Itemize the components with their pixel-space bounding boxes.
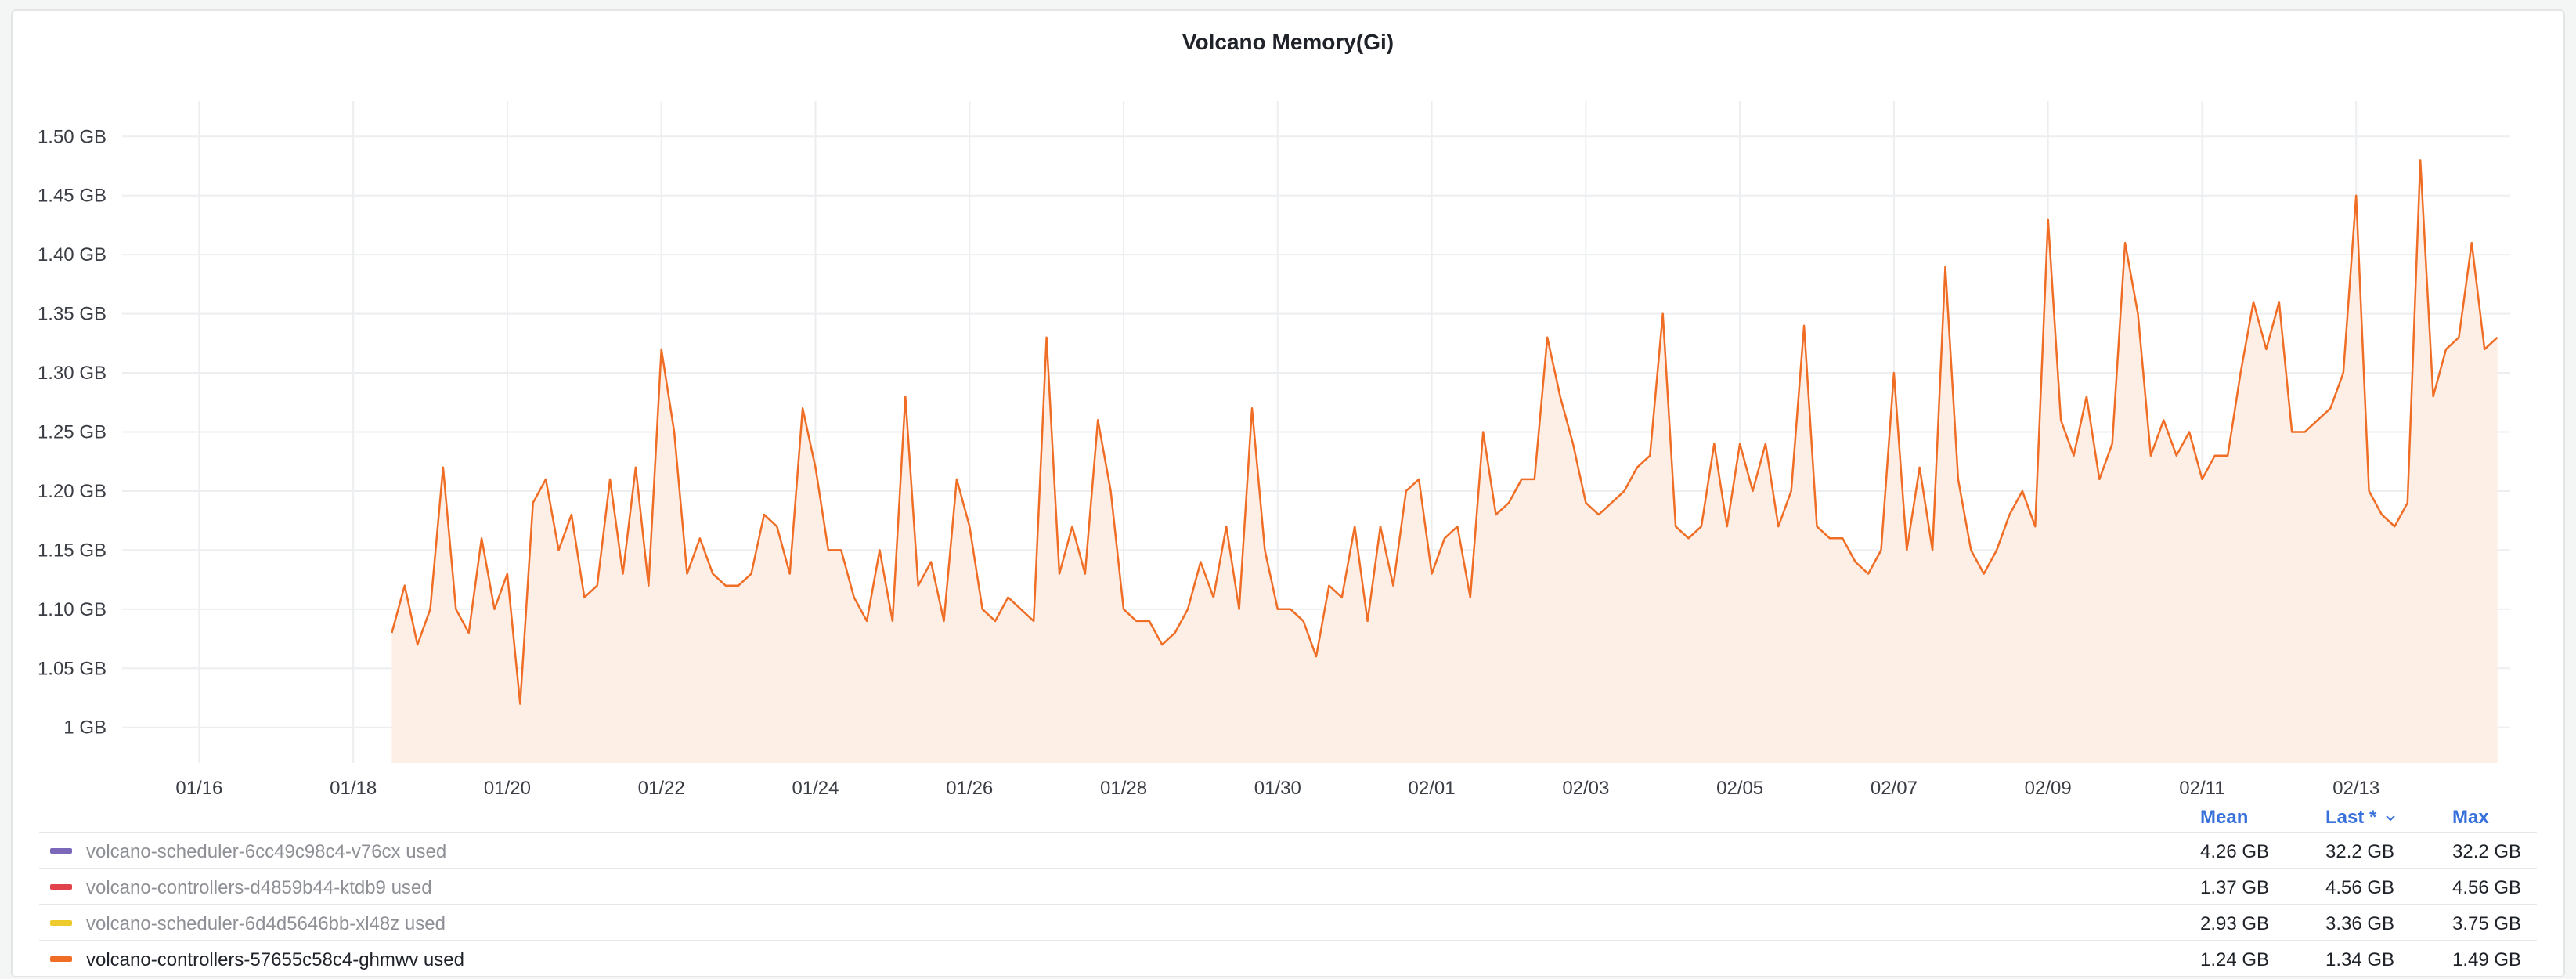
x-tick-label: 02/01 <box>1409 778 1456 794</box>
legend-header-mean[interactable]: Mean <box>2200 807 2249 828</box>
x-tick-label: 01/28 <box>1100 778 1147 794</box>
graph-panel: Volcano Memory(Gi) 1 GB 1.05 GB 1.10 GB 1.1… <box>11 9 2565 977</box>
x-tick-label: 01/30 <box>1254 778 1301 794</box>
series-last: 1.34 GB <box>2325 949 2395 970</box>
series-mean: 2.93 GB <box>2200 913 2270 934</box>
chevron-down-icon <box>2386 815 2395 822</box>
legend-row-3[interactable]: volcano-controllers-57655c58c4-ghmwv use… <box>39 941 2537 977</box>
x-tick-label: 02/13 <box>2332 778 2379 794</box>
legend-header-max[interactable]: Max <box>2452 807 2489 828</box>
series-max: 3.75 GB <box>2452 913 2522 934</box>
series-color-swatch[interactable] <box>50 956 72 962</box>
y-tick-label: 1.35 GB <box>38 304 106 325</box>
series-area-fill-0 <box>391 160 2498 763</box>
y-tick-label: 1.30 GB <box>38 363 106 384</box>
series-last: 3.36 GB <box>2325 913 2395 934</box>
series-max: 4.56 GB <box>2452 877 2522 898</box>
panel-title: Volcano Memory(Gi) <box>1182 30 1394 54</box>
legend-row-1[interactable]: volcano-controllers-d4859b44-ktdb9 used … <box>39 869 2537 905</box>
legend-header: Mean Last * Max <box>39 800 2537 833</box>
y-tick-label: 1.15 GB <box>38 540 106 561</box>
series-name[interactable]: volcano-scheduler-6d4d5646bb-xl48z used <box>86 913 446 934</box>
legend-header-last[interactable]: Last * <box>2325 807 2396 829</box>
series-color-swatch[interactable] <box>50 920 72 926</box>
y-tick-label: 1.45 GB <box>38 186 106 207</box>
y-axis-ticks: 1 GB 1.05 GB 1.10 GB 1.15 GB 1.20 GB 1.25 GB 1… <box>38 126 106 738</box>
x-tick-label: 01/18 <box>330 778 377 794</box>
x-axis-ticks: 01/16 01/18 01/20 01/22 01/24 01/26 01/28 01/30… <box>175 778 2379 794</box>
legend-row-0[interactable]: volcano-scheduler-6cc49c98c4-v76cx used … <box>39 833 2537 869</box>
series-mean: 1.24 GB <box>2200 949 2270 970</box>
y-tick-label: 1.05 GB <box>38 658 106 679</box>
x-tick-label: 02/03 <box>1562 778 1609 794</box>
y-tick-label: 1.20 GB <box>38 481 106 502</box>
legend-row-2[interactable]: volcano-scheduler-6d4d5646bb-xl48z used … <box>39 905 2537 941</box>
y-tick-label: 1.25 GB <box>38 422 106 443</box>
series-mean: 4.26 GB <box>2200 841 2270 862</box>
x-tick-label: 01/24 <box>792 778 839 794</box>
x-tick-label: 01/26 <box>946 778 993 794</box>
series-name[interactable]: volcano-controllers-57655c58c4-ghmwv use… <box>86 949 464 970</box>
x-tick-label: 02/07 <box>1871 778 1918 794</box>
y-tick-label: 1.40 GB <box>38 244 106 266</box>
y-tick-label: 1.10 GB <box>38 599 106 620</box>
series-max: 1.49 GB <box>2452 949 2522 970</box>
series-name[interactable]: volcano-scheduler-6cc49c98c4-v76cx used <box>86 841 447 862</box>
x-tick-label: 01/16 <box>175 778 222 794</box>
series-max: 32.2 GB <box>2452 841 2522 862</box>
series-mean: 1.37 GB <box>2200 877 2270 898</box>
series-name[interactable]: volcano-controllers-d4859b44-ktdb9 used <box>86 877 432 898</box>
time-series-chart: 1 GB 1.05 GB 1.10 GB 1.15 GB 1.20 GB 1.25 GB 1… <box>38 101 2510 794</box>
x-tick-label: 02/05 <box>1716 778 1763 794</box>
series-line <box>391 159 2498 705</box>
series-color-swatch[interactable] <box>50 848 72 854</box>
series-line-0[interactable] <box>391 159 2498 705</box>
y-tick-label: 1.50 GB <box>38 126 106 147</box>
x-tick-label: 01/20 <box>484 778 531 794</box>
x-tick-label: 02/09 <box>2025 778 2072 794</box>
series-area <box>391 160 2498 763</box>
series-last: 32.2 GB <box>2325 841 2395 862</box>
x-tick-label: 02/11 <box>2179 778 2224 794</box>
legend-table: Mean Last * Max volcano-scheduler-6cc49c… <box>39 800 2537 977</box>
series-last: 4.56 GB <box>2325 877 2395 898</box>
series-color-swatch[interactable] <box>50 884 72 890</box>
y-tick-label: 1 GB <box>63 717 106 739</box>
legend-header-last-label: Last * <box>2325 807 2377 828</box>
x-tick-label: 01/22 <box>638 778 685 794</box>
